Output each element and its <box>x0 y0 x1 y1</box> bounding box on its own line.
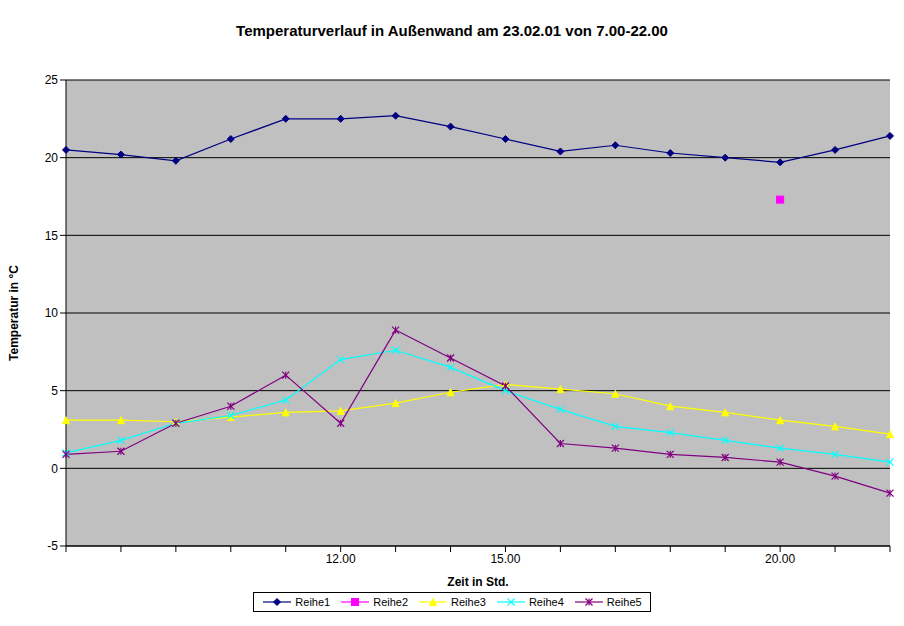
svg-text:5: 5 <box>51 384 58 398</box>
svg-text:-5: -5 <box>47 539 58 553</box>
html-text:Reihe5: Reihe5 <box>606 596 642 608</box>
svg-text:20: 20 <box>45 151 59 165</box>
svg-text:Temperatur in °C: Temperatur in °C <box>8 265 21 361</box>
html-text:Reihe3: Reihe3 <box>451 596 486 608</box>
html-text:Temperaturverlauf in Außenwand: Temperaturverlauf in Außenwand am 23.02.… <box>236 22 668 39</box>
svg-text:15: 15 <box>45 229 59 243</box>
html-text:Reihe4: Reihe4 <box>528 596 564 608</box>
svg-text:25: 25 <box>45 73 59 87</box>
svg-text:10: 10 <box>45 306 59 320</box>
svg-text:0: 0 <box>51 462 58 476</box>
html-text:Reihe1: Reihe1 <box>295 596 331 608</box>
svg-text:15.00: 15.00 <box>490 552 520 566</box>
svg-text:Zeit in Std.: Zeit in Std. <box>447 575 508 589</box>
html-text:Reihe2: Reihe2 <box>373 596 409 608</box>
svg-text:12.00: 12.00 <box>326 552 356 566</box>
svg-text:20.00: 20.00 <box>765 552 795 566</box>
